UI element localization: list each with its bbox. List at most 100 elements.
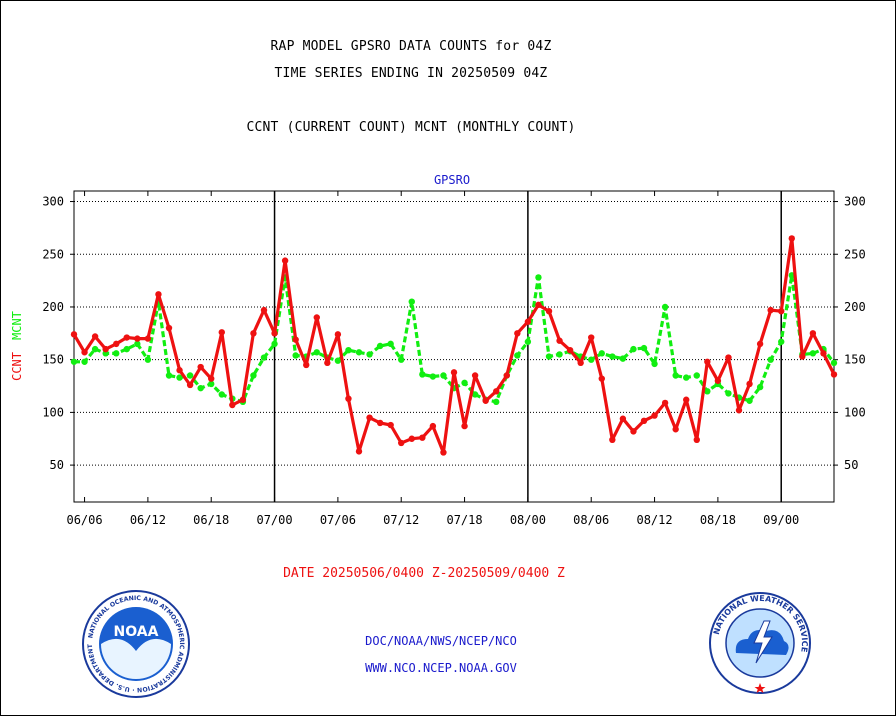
point-mcnt [630,345,637,353]
x-tick-label: 08/18 [700,513,736,527]
point-mcnt [545,353,553,360]
y-tick-label-right: 100 [844,405,866,419]
ylabel-mcnt: MCNT [10,311,24,340]
chart-title: RAP MODEL GPSRO DATA COUNTS for 04Z [270,39,552,54]
point-mcnt [197,384,204,392]
x-tick-label: 06/18 [193,513,229,527]
point-ccnt [345,395,352,402]
point-mcnt [334,357,342,364]
point-ccnt [197,363,204,371]
point-ccnt [704,358,711,365]
grid-layer [74,191,834,502]
point-ccnt [661,399,669,407]
x-tick-label: 06/12 [130,513,166,527]
point-ccnt [514,330,521,337]
y-tick-label-right: 300 [844,195,866,209]
y-tick-label-left: 100 [42,405,64,419]
point-mcnt [186,372,194,379]
point-mcnt [598,350,605,357]
y-tick-label-right: 50 [844,458,858,472]
point-ccnt [239,396,247,403]
x-tick-label: 08/12 [636,513,672,527]
point-mcnt [292,352,299,359]
point-ccnt [91,333,99,340]
point-mcnt [640,344,648,352]
point-ccnt [672,426,679,433]
point-ccnt [208,375,215,382]
y-axis-label: CCNT MCNT [10,311,24,381]
y-tick-label-right: 150 [844,353,866,367]
y-tick-label-left: 150 [42,353,64,367]
y-tick-label-left: 250 [42,247,64,261]
point-mcnt [176,374,183,381]
point-mcnt [91,345,99,353]
y-tick-label-left: 50 [50,458,64,472]
x-tick-label: 06/06 [66,513,102,527]
point-mcnt [355,349,363,356]
panel-title: GPSRO [434,173,470,187]
point-ccnt [260,306,268,314]
point-mcnt [524,338,532,345]
point-ccnt [799,353,806,360]
gpsro-line-chart: 50 50 100 100 150 150 200 200 250 250 300 300 06/06 0… [10,173,866,527]
x-tick-label: 07/12 [383,513,419,527]
point-ccnt [229,401,236,409]
credit-url: WWW.NCO.NCEP.NOAA.GOV [365,661,517,675]
point-mcnt [493,398,500,406]
point-mcnt [165,372,173,379]
point-mcnt [398,356,405,363]
point-ccnt [524,318,532,325]
point-ccnt [830,371,838,378]
date-range: DATE 20250506/0400 Z-20250509/0400 Z [283,566,565,581]
point-ccnt [767,306,774,314]
noaa-logo-text: NOAA [114,624,159,640]
point-mcnt [366,351,373,358]
credit-org: DOC/NOAA/NWS/NCEP/NCO [365,634,517,648]
point-ccnt [598,375,605,382]
point-ccnt [376,419,384,427]
point-ccnt [155,291,162,298]
point-ccnt [334,331,342,338]
plot-border [73,190,835,503]
point-mcnt [260,354,268,361]
point-ccnt [493,388,500,395]
point-ccnt [218,329,225,336]
point-mcnt [123,345,130,353]
point-ccnt [609,436,616,443]
point-mcnt [693,372,700,379]
point-ccnt [440,449,447,456]
point-ccnt [735,407,743,414]
point-ccnt [70,331,78,338]
point-ccnt [419,434,426,441]
point-mcnt [619,355,627,362]
point-ccnt [756,340,764,348]
point-mcnt [271,340,278,348]
point-mcnt [535,274,542,281]
point-mcnt [313,349,320,356]
point-ccnt [535,301,542,309]
x-tick-label: 08/00 [510,513,546,527]
point-mcnt [345,346,352,354]
point-mcnt [609,353,616,360]
point-ccnt [186,381,194,389]
point-mcnt [250,372,257,379]
point-ccnt [725,354,732,361]
point-ccnt [355,448,363,455]
point-ccnt [566,346,574,354]
point-ccnt [165,324,173,332]
point-mcnt [113,350,120,357]
point-ccnt [714,377,722,384]
point-ccnt [746,380,753,388]
point-ccnt [545,307,553,315]
point-mcnt [134,340,141,348]
point-ccnt [81,349,88,356]
point-ccnt [324,359,331,367]
point-mcnt [70,358,78,365]
point-ccnt [588,334,595,341]
point-mcnt [778,338,785,345]
point-ccnt [144,335,152,342]
point-ccnt [123,334,130,341]
ylabel-ccnt: CCNT [10,352,24,381]
point-mcnt [672,372,679,379]
